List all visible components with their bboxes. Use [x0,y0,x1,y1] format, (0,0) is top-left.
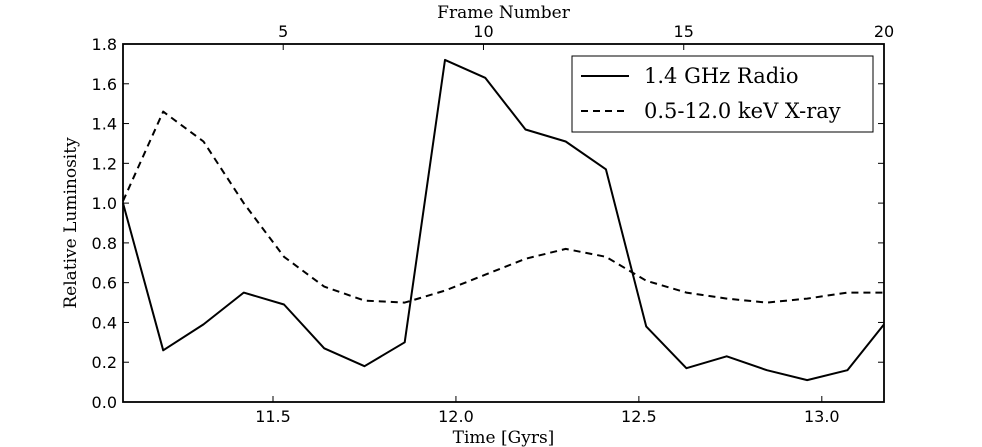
top-x-tick-label: 5 [278,22,288,41]
legend-box [571,55,874,133]
x-tick-label: 13.0 [804,407,840,426]
x-tick-label: 11.5 [255,407,291,426]
top-x-axis-label: Frame Number [437,3,571,23]
series-line-1 [122,110,884,304]
top-x-tick-label: 10 [473,22,493,41]
y-tick-label: 0.4 [92,313,117,332]
y-tick-label: 1.4 [92,115,117,134]
series-lines [122,58,885,382]
y-tick-label: 1.0 [92,194,117,213]
y-tick-label: 0.8 [92,234,117,253]
plot-frame [122,43,885,403]
axis-ticks: 0.0 0.2 0.4 0.6 0.8 1.0 1.2 1.4 1.6 1.8 11.5 12.0 12… [92,22,895,426]
y-tick-label: 0.6 [92,274,117,293]
x-tick-label: 12.0 [438,407,474,426]
legend: 1.4 GHz Radio 0.5-12.0 keV X-ray [571,55,874,133]
legend-entry-radio: 1.4 GHz Radio [644,64,799,88]
top-x-tick-label: 15 [674,22,694,41]
series-line-0 [122,58,885,382]
y-tick-label: 1.2 [92,154,117,173]
x-tick-label: 12.5 [621,407,657,426]
y-axis-label: Relative Luminosity [61,137,81,309]
y-tick-label: 1.6 [92,75,117,94]
legend-entry-xray: 0.5-12.0 keV X-ray [644,99,841,123]
y-tick-label: 0.0 [92,393,117,412]
top-x-tick-label: 20 [874,22,894,41]
y-tick-label: 0.2 [92,353,117,372]
x-axis-label: Time [Gyrs] [453,428,555,447]
y-tick-label: 1.8 [92,35,117,54]
